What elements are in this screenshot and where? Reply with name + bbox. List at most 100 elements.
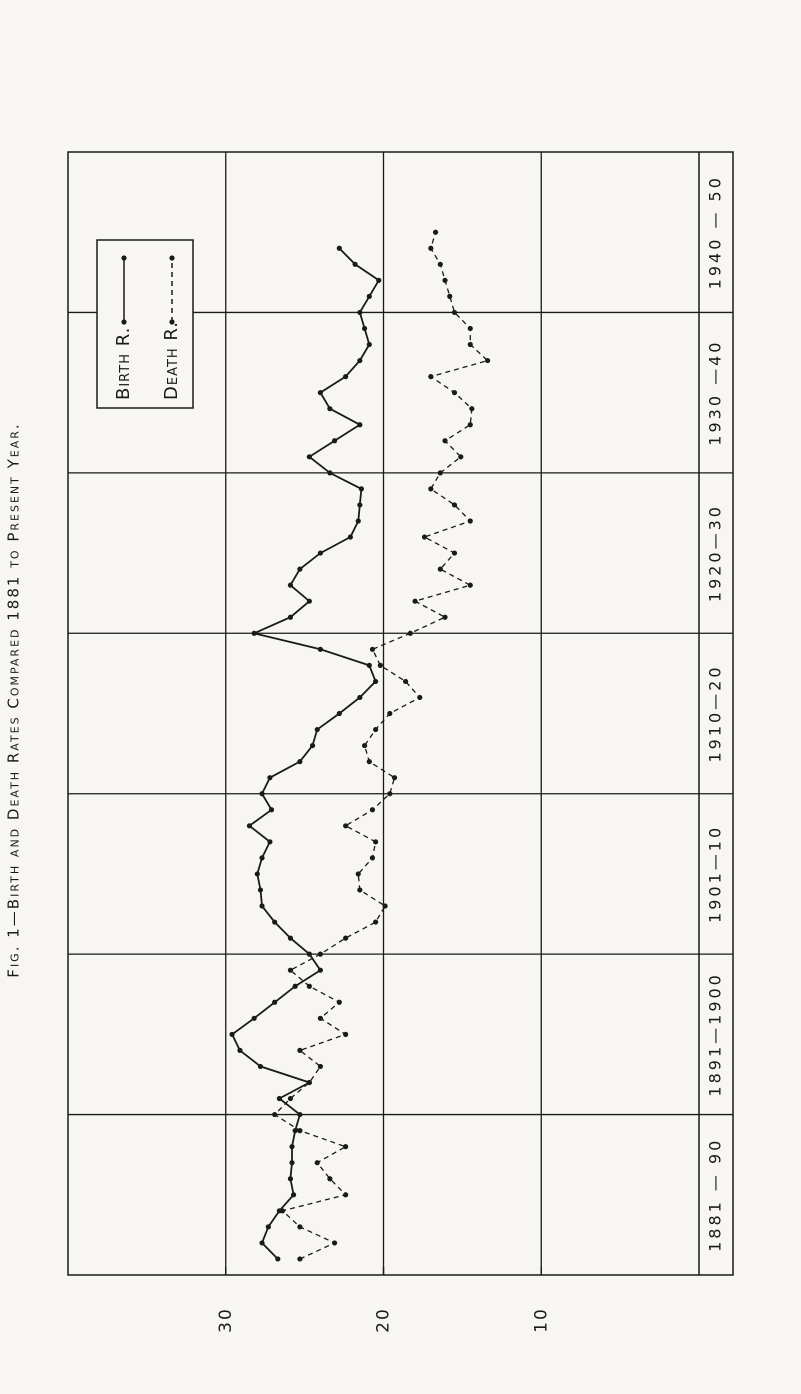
point [251, 1015, 257, 1021]
point [292, 983, 298, 989]
point [373, 678, 379, 685]
point [343, 823, 349, 829]
point [306, 951, 312, 957]
point [317, 967, 323, 973]
point [437, 261, 443, 267]
chart-title: Fig. 1—Birth and Death Rates Compared 18… [5, 422, 23, 977]
point [297, 759, 303, 765]
point [287, 967, 294, 973]
point [428, 245, 434, 251]
point [428, 486, 434, 492]
point [428, 374, 434, 380]
point [327, 470, 333, 476]
point [237, 1047, 243, 1053]
legend-marker [121, 319, 127, 325]
plot-frame [67, 151, 734, 1276]
point [366, 341, 372, 348]
point [327, 406, 333, 412]
point [287, 935, 294, 941]
point [287, 614, 294, 620]
point [361, 742, 368, 749]
point [317, 646, 323, 652]
point [357, 887, 363, 893]
legend-box [96, 239, 194, 409]
point [265, 1224, 271, 1230]
point [317, 390, 323, 396]
point [437, 566, 443, 572]
point [297, 1128, 303, 1134]
point [306, 454, 312, 460]
point [275, 1256, 281, 1262]
band-label: 1881 — 90 [706, 1138, 725, 1252]
point [314, 1160, 320, 1166]
band-label: 1891—1900 [706, 972, 725, 1096]
point [358, 486, 365, 492]
point [317, 550, 323, 556]
point [272, 1111, 278, 1118]
point [259, 1240, 265, 1246]
band-label: 1910—20 [706, 664, 725, 762]
point [355, 871, 361, 877]
legend-marker [121, 255, 127, 261]
point [369, 646, 376, 652]
point [442, 438, 448, 444]
point [268, 807, 275, 813]
point [437, 470, 443, 476]
point [382, 903, 388, 909]
point [309, 742, 316, 749]
point [336, 999, 342, 1005]
point [407, 630, 413, 636]
legend-marker [169, 319, 175, 325]
point [412, 598, 418, 604]
point [387, 791, 393, 797]
point [357, 502, 363, 508]
point [317, 951, 323, 957]
point [387, 710, 393, 717]
point [357, 309, 363, 316]
point [467, 582, 473, 588]
value-tick-label: 10 [531, 1307, 551, 1333]
point [257, 1063, 264, 1070]
series-line [273, 232, 489, 1260]
point [366, 662, 372, 668]
point [357, 694, 363, 701]
point [289, 1144, 295, 1150]
point [485, 357, 491, 364]
point [259, 855, 265, 861]
point [369, 807, 376, 813]
point [442, 614, 448, 620]
legend-label: Death R. [161, 321, 182, 400]
point [451, 550, 458, 556]
point [331, 438, 338, 444]
point [373, 726, 379, 733]
point [290, 1192, 297, 1198]
point [297, 566, 303, 572]
point [297, 1111, 303, 1118]
point [287, 582, 294, 588]
series-line [230, 247, 381, 1260]
value-tick-label: 30 [216, 1307, 236, 1333]
point [352, 261, 358, 267]
point [451, 309, 458, 316]
legend-label: Birth R. [113, 327, 134, 400]
point [467, 325, 473, 332]
point [347, 534, 353, 540]
point [343, 935, 349, 941]
point [402, 678, 409, 685]
point [267, 839, 273, 845]
point [259, 903, 265, 909]
point [292, 1128, 298, 1134]
point [451, 390, 458, 396]
point [317, 1063, 323, 1070]
point [467, 341, 473, 348]
point [314, 726, 320, 733]
point [297, 1256, 303, 1262]
point [251, 630, 257, 636]
point [336, 245, 342, 251]
point [259, 791, 265, 797]
point [257, 887, 264, 893]
point [373, 839, 379, 845]
point [272, 999, 278, 1005]
point [467, 518, 473, 524]
